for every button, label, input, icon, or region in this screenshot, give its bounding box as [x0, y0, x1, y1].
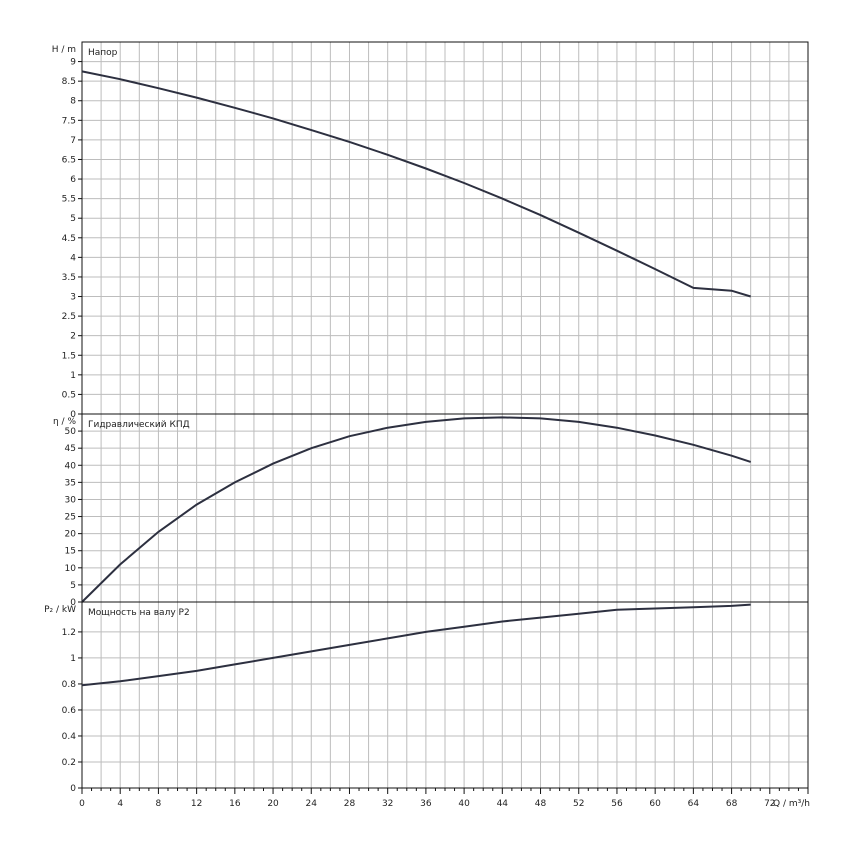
head-y-tick-label: 2	[70, 332, 76, 342]
head-y-tick-label: 1	[70, 371, 76, 381]
power-y-tick-label: 1.2	[62, 628, 76, 638]
x-tick-label: 4	[117, 799, 123, 809]
efficiency-y-tick-label: 50	[65, 427, 77, 437]
efficiency-y-tick-label: 40	[65, 461, 77, 471]
efficiency-y-tick-label: 30	[65, 495, 77, 505]
head-y-tick-label: 6.5	[62, 155, 76, 165]
efficiency-y-tick-label: 5	[70, 581, 76, 591]
x-tick-label: 32	[382, 799, 393, 809]
efficiency-y-tick-label: 25	[65, 513, 76, 523]
x-tick-label: 44	[497, 799, 509, 809]
power-y-axis-label: P₂ / kW	[44, 605, 76, 615]
x-tick-label: 16	[229, 799, 241, 809]
head-y-tick-label: 0.5	[62, 390, 76, 400]
x-tick-label: 68	[726, 799, 738, 809]
head-y-tick-label: 3.5	[62, 273, 76, 283]
efficiency-panel-title: Гидравлический КПД	[88, 420, 190, 430]
efficiency-y-axis-label: η / %	[53, 417, 76, 427]
head-y-axis-label: H / m	[52, 45, 76, 55]
power-y-tick-label: 0.4	[62, 732, 77, 742]
x-axis-label: Q / m³/h	[773, 799, 810, 809]
x-tick-label: 40	[458, 799, 470, 809]
head-series-line	[81, 70, 751, 298]
head-y-tick-label: 7.5	[62, 116, 76, 126]
x-tick-label: 12	[191, 799, 202, 809]
head-y-tick-label: 4	[70, 253, 76, 263]
head-y-tick-label: 6	[70, 175, 76, 185]
head-y-tick-label: 5.5	[62, 195, 76, 205]
efficiency-y-tick-label: 20	[65, 530, 77, 540]
x-tick-label: 72	[764, 799, 775, 809]
head-y-tick-label: 0	[70, 410, 76, 420]
head-y-tick-label: 1.5	[62, 351, 76, 361]
head-y-tick-label: 4.5	[62, 234, 76, 244]
head-y-tick-label: 7	[70, 136, 76, 146]
efficiency-y-tick-label: 0	[70, 598, 76, 608]
head-y-tick-label: 9	[70, 58, 76, 68]
head-y-tick-label: 2.5	[62, 312, 76, 322]
x-tick-label: 0	[79, 799, 85, 809]
power-series-line	[81, 603, 751, 687]
efficiency-y-tick-label: 15	[65, 547, 76, 557]
head-y-tick-label: 8.5	[62, 77, 76, 87]
x-tick-label: 48	[535, 799, 547, 809]
power-y-tick-label: 0.2	[62, 758, 76, 768]
x-tick-label: 24	[306, 799, 318, 809]
efficiency-y-tick-label: 10	[65, 564, 77, 574]
efficiency-y-tick-label: 35	[65, 478, 76, 488]
x-tick-label: 36	[420, 799, 432, 809]
power-y-tick-label: 1	[70, 654, 76, 664]
x-tick-label: 28	[344, 799, 356, 809]
head-panel-title: Напор	[88, 48, 118, 58]
power-y-tick-label: 0	[70, 784, 76, 794]
power-panel-title: Мощность на валу P2	[88, 608, 190, 618]
power-y-tick-label: 0.6	[62, 706, 77, 716]
x-tick-label: 52	[573, 799, 584, 809]
x-tick-label: 56	[611, 799, 623, 809]
head-y-tick-label: 5	[70, 214, 76, 224]
x-tick-label: 64	[688, 799, 700, 809]
head-y-tick-label: 3	[70, 293, 76, 303]
head-y-tick-label: 8	[70, 97, 76, 107]
power-y-tick-label: 0.8	[62, 680, 77, 690]
x-tick-label: 20	[267, 799, 279, 809]
x-tick-label: 8	[156, 799, 162, 809]
efficiency-series-line	[81, 416, 752, 603]
efficiency-y-tick-label: 45	[65, 444, 76, 454]
x-tick-label: 60	[649, 799, 661, 809]
